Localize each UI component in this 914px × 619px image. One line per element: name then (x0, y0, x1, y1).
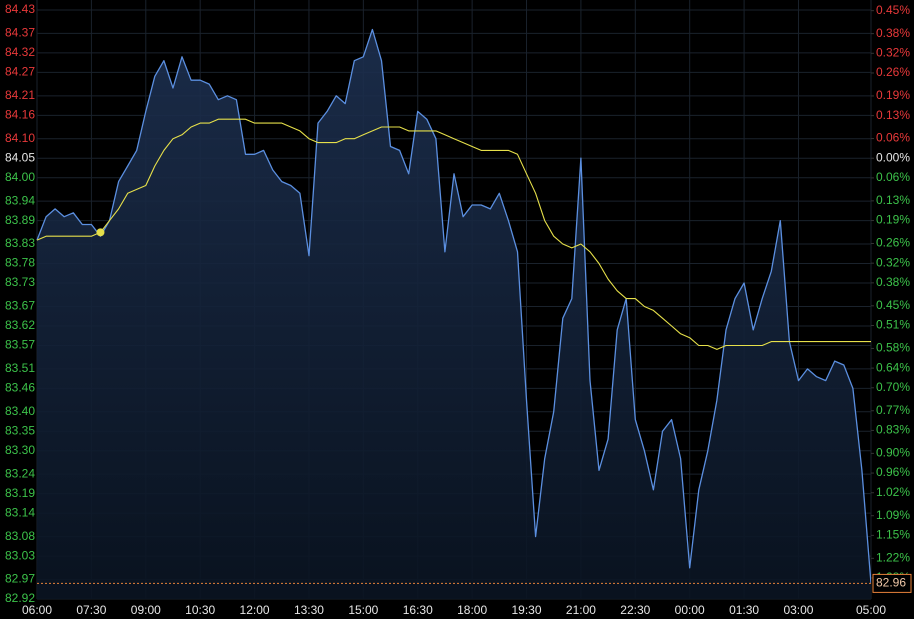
y-tick-label: 84.21 (5, 88, 35, 102)
plot-area (36, 28, 871, 599)
y2-tick-label: 1.09% (876, 508, 910, 522)
x-tick-label: 22:30 (620, 603, 650, 617)
y-tick-label: 83.67 (5, 299, 35, 313)
x-tick-label: 16:30 (403, 603, 433, 617)
x-tick-label: 18:00 (457, 603, 487, 617)
x-tick-label: 10:30 (185, 603, 215, 617)
y2-tick-label: 0.19% (876, 88, 910, 102)
y2-tick-label: 0.96% (876, 465, 910, 479)
y2-tick-label: 0.26% (876, 65, 910, 79)
y2-tick-label: 0.06% (876, 131, 910, 145)
line (36, 28, 871, 584)
y-tick-label: 83.51 (5, 361, 35, 375)
y2-tick-label: 1.22% (876, 551, 910, 565)
line (36, 118, 871, 350)
y-tick-label: 83.62 (5, 318, 35, 332)
y-tick-label: 83.73 (5, 275, 35, 289)
y-tick-label: 83.14 (5, 505, 35, 519)
y2-tick-label: 0.32% (876, 45, 910, 59)
y2-tick-label: 0.90% (876, 446, 910, 460)
y2-tick-label: 1.02% (876, 485, 910, 499)
x-tick-label: 06:00 (22, 603, 52, 617)
x-tick-label: 03:00 (783, 603, 813, 617)
marker (96, 228, 105, 237)
y-tick-label: 83.46 (5, 381, 35, 395)
y2-tick-label: 0.70% (876, 380, 910, 394)
y-tick-label: 84.16 (5, 107, 35, 121)
y2-tick-label: 0.45% (876, 298, 910, 312)
x-tick-label: 13:30 (294, 603, 324, 617)
x-tick-label: 15:00 (348, 603, 378, 617)
y2-tick-label: 0.00% (876, 150, 910, 164)
y-tick-label: 84.37 (5, 26, 35, 40)
y2-tick-label: 0.38% (876, 275, 910, 289)
y2-tick-label: 0.58% (876, 341, 910, 355)
y-tick-label: 82.92 (5, 591, 35, 605)
y-tick-label: 84.27 (5, 65, 35, 79)
y2-tick-label: 0.32% (876, 255, 910, 269)
y2-tick-label: 0.38% (876, 26, 910, 40)
y-tick-label: 84.00 (5, 170, 35, 184)
y2-tick-label: 0.64% (876, 360, 910, 374)
y-tick-label: 83.24 (5, 466, 35, 480)
y2-tick-label: 0.83% (876, 423, 910, 437)
y-tick-label: 84.05 (5, 150, 35, 164)
y-tick-label: 83.94 (5, 193, 35, 207)
y-tick-label: 83.57 (5, 338, 35, 352)
x-tick-label: 21:00 (566, 603, 596, 617)
y2-tick-label: 0.51% (876, 318, 910, 332)
last-value-label: 82.96 (876, 576, 906, 590)
y-tick-label: 83.03 (5, 548, 35, 562)
x-tick-label: 05:00 (856, 603, 886, 617)
y2-tick-label: 0.13% (876, 193, 910, 207)
y-tick-label: 83.08 (5, 529, 35, 543)
last-value-box (872, 573, 912, 593)
y2-tick-label: 0.26% (876, 236, 910, 250)
area (37, 29, 871, 599)
y-tick-label: 83.78 (5, 256, 35, 270)
y2-tick-label: 0.13% (876, 108, 910, 122)
y-tick-label: 83.40 (5, 404, 35, 418)
y-tick-label: 83.83 (5, 236, 35, 250)
x-tick-label: 19:30 (512, 603, 542, 617)
y-tick-label: 82.97 (5, 572, 35, 586)
y2-tick-label: 0.77% (876, 403, 910, 417)
x-tick-label: 09:00 (131, 603, 161, 617)
x-tick-label: 12:00 (240, 603, 270, 617)
y2-tick-label: 0.45% (876, 3, 910, 17)
y-tick-label: 84.43 (5, 2, 35, 16)
y2-tick-label: 0.19% (876, 213, 910, 227)
y2-tick-label: 1.15% (876, 528, 910, 542)
x-tick-label: 00:00 (675, 603, 705, 617)
y-tick-label: 84.32 (5, 45, 35, 59)
y-tick-label: 83.19 (5, 486, 35, 500)
x-tick-label: 01:30 (729, 603, 759, 617)
x-tick-label: 07:30 (76, 603, 106, 617)
y-tick-label: 84.10 (5, 131, 35, 145)
y-tick-label: 83.30 (5, 443, 35, 457)
y2-tick-label: 0.06% (876, 170, 910, 184)
y-tick-label: 83.89 (5, 213, 35, 227)
y-tick-label: 83.35 (5, 423, 35, 437)
